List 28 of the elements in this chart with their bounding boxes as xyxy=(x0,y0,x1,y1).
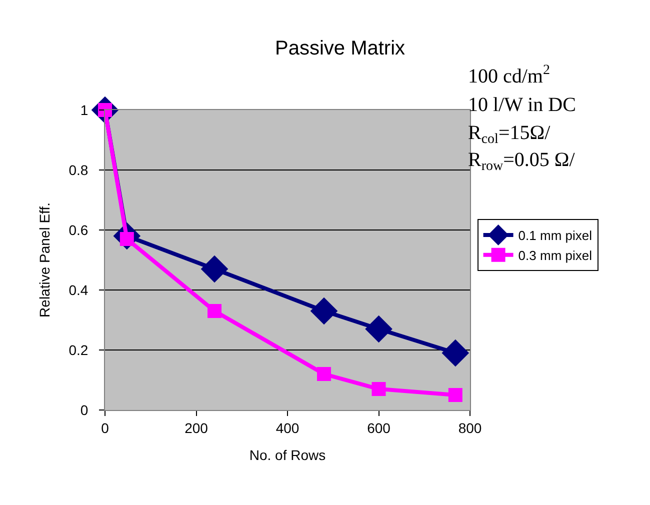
point xyxy=(372,382,386,396)
y-tick-label: 0 xyxy=(80,402,88,418)
x-tick-label: 800 xyxy=(458,420,482,436)
y-axis-title: Relative Panel Eff. xyxy=(36,202,52,318)
point xyxy=(208,304,222,318)
point xyxy=(365,315,392,343)
x-tick-label: 200 xyxy=(184,420,208,436)
x-tick-label: 400 xyxy=(276,420,300,436)
annotation: 10 l/W in DC xyxy=(468,94,576,116)
x-tick-label: 600 xyxy=(367,420,391,436)
y-tick-label: 1 xyxy=(80,102,88,118)
point xyxy=(442,339,470,367)
annotation: R$_{col}$=15Ω/ xyxy=(468,122,551,148)
text: 100 cd/m$^{2}$ xyxy=(468,63,550,88)
y-tick-label: 0.4 xyxy=(68,282,88,298)
chart-title: Passive Matrix xyxy=(274,37,406,60)
point xyxy=(317,367,331,381)
legend-label: 0.3 mm pixel xyxy=(518,248,592,263)
x-axis-title: No. of Rows xyxy=(249,447,326,464)
point xyxy=(200,255,228,283)
x-tick-label: 0 xyxy=(101,420,110,436)
point xyxy=(310,297,338,325)
annotation: R$_{row}$=0.05 Ω/ xyxy=(468,149,576,174)
y-tick-label: 0.8 xyxy=(68,162,88,178)
legend-label: 0.1 mm pixel xyxy=(518,228,592,244)
y-tick-label: 0.2 xyxy=(68,342,88,358)
point xyxy=(448,388,462,402)
y-tick-label: 0.6 xyxy=(68,222,88,238)
